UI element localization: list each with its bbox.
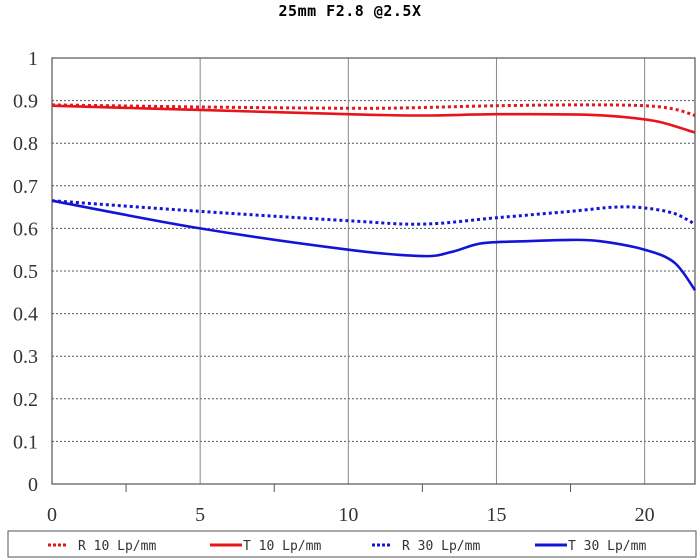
legend-label: T 10 Lp/mm — [243, 539, 321, 554]
x-tick-label: 15 — [486, 504, 506, 526]
legend-label: T 30 Lp/mm — [568, 539, 646, 554]
x-tick-label: 20 — [635, 504, 655, 526]
y-tick-label: 1 — [28, 48, 38, 70]
plot-frame — [51, 57, 696, 485]
chart-title: 25mm F2.8 @2.5X — [278, 2, 422, 20]
y-tick-label: 0.3 — [13, 346, 38, 368]
y-tick-label: 0 — [28, 474, 38, 496]
series-line-t-10-lp-mm — [51, 104, 696, 134]
x-tick-label: 10 — [338, 504, 358, 526]
y-tick-label: 0.5 — [13, 261, 38, 283]
legend-box — [7, 530, 697, 558]
series-line-r-10-lp-mm — [51, 103, 696, 117]
y-tick-label: 0.6 — [13, 218, 38, 240]
y-tick-label: 0.1 — [13, 431, 38, 453]
x-tick-label: 0 — [47, 504, 57, 526]
legend-label: R 30 Lp/mm — [402, 539, 480, 554]
x-tick-label: 5 — [195, 504, 205, 526]
y-tick-label: 0.9 — [13, 91, 38, 113]
y-tick-label: 0.4 — [13, 304, 38, 326]
legend-label: R 10 Lp/mm — [78, 539, 156, 554]
series-line-t-30-lp-mm — [51, 199, 697, 291]
y-tick-label: 0.7 — [13, 176, 38, 198]
series-line-r-30-lp-mm — [51, 199, 696, 226]
y-tick-label: 0.8 — [13, 133, 38, 155]
y-tick-label: 0.2 — [13, 389, 38, 411]
